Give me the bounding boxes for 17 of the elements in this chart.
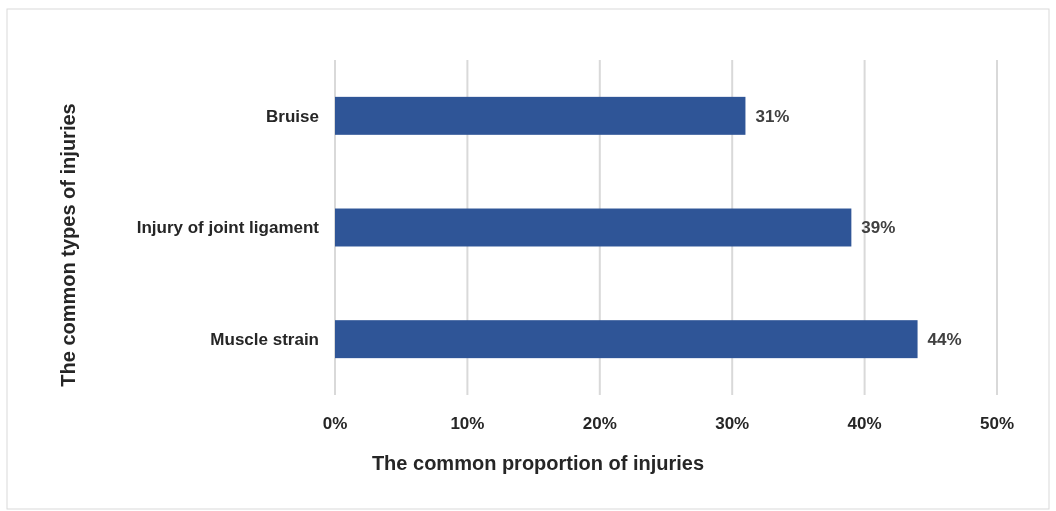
data-label: 44% bbox=[927, 330, 962, 350]
x-tick-label: 10% bbox=[450, 413, 485, 433]
x-tick-label: 40% bbox=[847, 413, 882, 433]
x-axis-title: The common proportion of injuries bbox=[371, 452, 705, 474]
bar bbox=[335, 320, 918, 359]
bar bbox=[335, 96, 746, 135]
data-label: 39% bbox=[861, 218, 896, 238]
y-tick-label: Muscle strain bbox=[210, 330, 319, 350]
bar bbox=[335, 208, 852, 247]
x-tick-label: 20% bbox=[582, 413, 617, 433]
x-tick-label: 0% bbox=[322, 413, 348, 433]
y-axis-title: The common types of injuries bbox=[57, 103, 79, 387]
y-tick-label: Injury of joint ligament bbox=[136, 218, 320, 238]
data-label: 31% bbox=[755, 106, 790, 126]
y-tick-label: Bruise bbox=[266, 106, 319, 126]
x-tick-label: 30% bbox=[715, 413, 750, 433]
x-tick-label: 50% bbox=[979, 413, 1015, 433]
